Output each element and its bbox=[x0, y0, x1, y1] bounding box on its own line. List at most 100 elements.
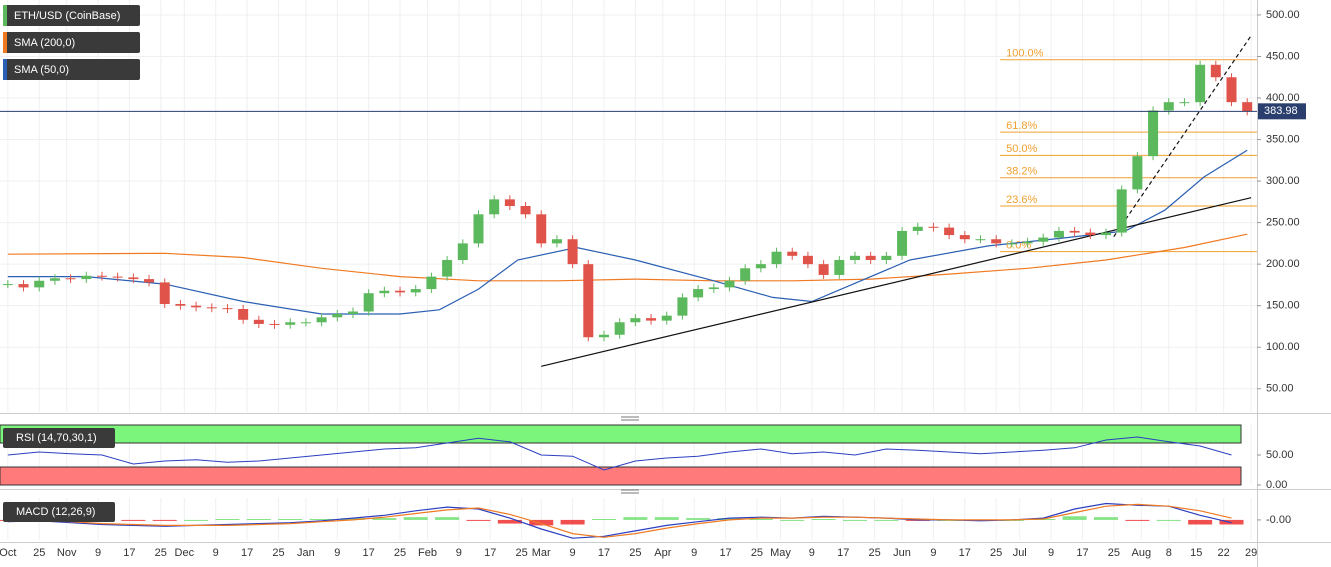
x-tick-label: Feb bbox=[418, 547, 437, 559]
y-tick-label: 250.00 bbox=[1266, 217, 1300, 229]
x-tick-label: 9 bbox=[570, 547, 576, 559]
y-tick-label: 100.00 bbox=[1266, 341, 1300, 353]
candle-body bbox=[1132, 156, 1143, 190]
candle-body bbox=[771, 251, 782, 265]
indicator-title: RSI (14,70,30,1) bbox=[16, 432, 97, 444]
y-tick-label: 450.00 bbox=[1266, 50, 1300, 62]
y-tick-label: 300.00 bbox=[1266, 175, 1300, 187]
legend-box bbox=[3, 5, 140, 26]
candle-body bbox=[849, 255, 860, 260]
x-tick-label: 25 bbox=[33, 547, 45, 559]
candle-body bbox=[285, 322, 296, 325]
candle-body bbox=[693, 289, 704, 298]
candle-body bbox=[536, 214, 547, 244]
candle-body bbox=[1022, 241, 1033, 244]
x-tick-label: 25 bbox=[990, 547, 1002, 559]
candle-body bbox=[1242, 102, 1253, 112]
candle-body bbox=[457, 243, 468, 260]
rsi-line bbox=[7, 436, 1232, 471]
oversold-band bbox=[0, 466, 1242, 486]
candle-body bbox=[755, 264, 766, 269]
candle-body bbox=[1038, 237, 1049, 242]
candle-body bbox=[881, 255, 892, 260]
candle-body bbox=[1148, 110, 1159, 157]
macd-histogram bbox=[780, 519, 805, 521]
y-tick-label: 50.00 bbox=[1266, 383, 1294, 395]
macd-histogram bbox=[717, 518, 742, 520]
candle-body bbox=[912, 226, 923, 231]
x-tick-label: 22 bbox=[1218, 547, 1230, 559]
legend-label: SMA (200,0) bbox=[14, 37, 75, 49]
macd-histogram bbox=[215, 519, 240, 520]
candle-body bbox=[379, 290, 390, 294]
macd-histogram bbox=[152, 519, 177, 521]
legend-label: ETH/USD (CoinBase) bbox=[14, 10, 120, 22]
x-tick-label: 29 bbox=[1245, 547, 1257, 559]
macd-histogram bbox=[623, 517, 648, 520]
candle-body bbox=[332, 313, 343, 318]
x-tick-label: 9 bbox=[691, 547, 697, 559]
x-tick-label: 17 bbox=[484, 547, 496, 559]
macd-histogram bbox=[466, 519, 491, 521]
resize-grip[interactable] bbox=[621, 416, 639, 421]
candle-body bbox=[363, 293, 374, 312]
candle-body bbox=[489, 199, 500, 215]
candle-body bbox=[1085, 232, 1096, 236]
x-tick-label: 9 bbox=[809, 547, 815, 559]
macd-histogram bbox=[435, 517, 460, 520]
macd-histogram bbox=[1094, 517, 1119, 520]
candle-body bbox=[81, 275, 92, 280]
x-tick-label: Oct bbox=[0, 547, 16, 559]
x-tick-label: 9 bbox=[213, 547, 219, 559]
y-tick-label: 200.00 bbox=[1266, 258, 1300, 270]
macd-histogram bbox=[811, 519, 836, 520]
trendline bbox=[541, 197, 1252, 367]
candle-body bbox=[897, 230, 908, 256]
candle-body bbox=[661, 315, 672, 321]
candle-body bbox=[49, 278, 60, 281]
candle-body bbox=[865, 255, 876, 260]
legend-swatch bbox=[3, 59, 7, 80]
x-tick-label: 25 bbox=[1108, 547, 1120, 559]
candle-body bbox=[473, 214, 484, 244]
x-tick-label: Nov bbox=[57, 547, 77, 559]
candle-body bbox=[300, 322, 311, 324]
x-tick-label: 25 bbox=[868, 547, 880, 559]
x-tick-label: 9 bbox=[456, 547, 462, 559]
last-price-label: 383.98 bbox=[1264, 105, 1298, 117]
candle-body bbox=[959, 235, 970, 240]
candle-body bbox=[504, 199, 515, 206]
macd-histogram bbox=[372, 518, 397, 520]
candle-body bbox=[567, 239, 578, 265]
macd-histogram bbox=[686, 518, 711, 520]
overbought-band bbox=[0, 424, 1242, 444]
macd-histogram bbox=[497, 519, 522, 524]
candle-body bbox=[928, 226, 939, 228]
y-tick-label: 400.00 bbox=[1266, 92, 1300, 104]
last-price-box bbox=[1258, 103, 1306, 120]
x-tick-label: 17 bbox=[363, 547, 375, 559]
legend-swatch bbox=[3, 5, 7, 26]
candle-body bbox=[583, 264, 594, 338]
x-tick-label: Jan bbox=[297, 547, 315, 559]
candle-body bbox=[1195, 64, 1206, 103]
fib-label: 23.6% bbox=[1006, 194, 1037, 206]
candle-body bbox=[269, 323, 280, 325]
candle-body bbox=[347, 311, 358, 314]
candle-body bbox=[112, 276, 123, 278]
legend-box bbox=[3, 428, 115, 448]
resize-grip[interactable] bbox=[621, 489, 639, 494]
macd-histogram bbox=[874, 519, 899, 521]
y-tick-label: 500.00 bbox=[1266, 9, 1300, 21]
trendline bbox=[1113, 35, 1252, 238]
macd-histogram bbox=[591, 519, 616, 520]
fib-label: 61.8% bbox=[1006, 120, 1037, 132]
macd-line bbox=[7, 503, 1232, 538]
candle-body bbox=[677, 297, 688, 316]
y-tick-label: 150.00 bbox=[1266, 300, 1300, 312]
y-tick-label: 350.00 bbox=[1266, 133, 1300, 145]
candle-body bbox=[1226, 77, 1237, 103]
macd-histogram bbox=[184, 519, 209, 521]
candle-body bbox=[1069, 230, 1080, 233]
macd-histogram bbox=[560, 519, 585, 525]
